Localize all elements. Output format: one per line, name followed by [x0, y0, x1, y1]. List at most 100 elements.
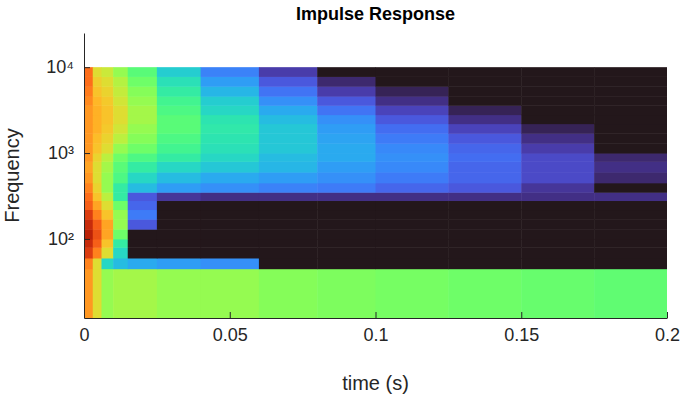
heat-cell: [128, 192, 158, 201]
heat-cell: [594, 76, 667, 86]
x-tick-mark: [521, 312, 522, 318]
heat-cell: [448, 247, 521, 258]
heat-cell: [113, 67, 128, 77]
heat-cell: [93, 258, 102, 269]
heat-cell: [317, 172, 376, 183]
heat-cell: [259, 153, 318, 162]
heat-cell: [84, 219, 93, 230]
heat-cell: [128, 161, 158, 172]
y-axis: 10²10³10⁴: [46, 34, 90, 319]
heat-cell: [113, 161, 128, 172]
heat-cell: [128, 115, 158, 124]
heat-cell: [259, 143, 318, 153]
heat-cell: [113, 239, 128, 248]
heat-cell: [521, 229, 594, 239]
heat-cell: [84, 247, 93, 258]
heat-cell: [201, 76, 260, 86]
heat-cell: [521, 219, 594, 230]
x-tick: 0.1: [363, 312, 388, 345]
heat-cell: [317, 67, 376, 77]
heat-cell: [113, 133, 128, 144]
x-axis: 00.050.10.150.2: [79, 312, 680, 345]
heat-cell: [448, 239, 521, 248]
heat-cell: [448, 172, 521, 183]
heat-cell: [201, 258, 260, 269]
heat-cell: [448, 133, 521, 144]
heat-cell: [157, 124, 201, 134]
heat-cell: [128, 124, 158, 134]
heat-cell: [594, 269, 667, 318]
x-axis-title: time (s): [342, 372, 409, 394]
x-tick-label: 0.05: [213, 325, 248, 345]
heat-cell: [448, 124, 521, 134]
heat-cell: [317, 133, 376, 144]
heat-cell: [448, 115, 521, 124]
heat-cell: [376, 124, 449, 134]
heat-cell: [201, 247, 260, 258]
heat-cell: [84, 76, 93, 86]
heat-cell: [201, 201, 260, 210]
heat-cell: [157, 86, 201, 96]
heat-cell: [259, 105, 318, 115]
heat-cell: [101, 105, 113, 115]
heat-cell: [376, 239, 449, 248]
heat-cell: [317, 258, 376, 269]
heat-cell: [84, 124, 93, 134]
heat-cell: [93, 183, 102, 193]
heat-cell: [84, 153, 93, 162]
heat-cell: [376, 105, 449, 115]
heat-cell: [521, 133, 594, 144]
heat-cell: [594, 247, 667, 258]
heat-cell: [594, 219, 667, 230]
heat-cell: [201, 115, 260, 124]
heat-cell: [376, 133, 449, 144]
heat-cell: [317, 210, 376, 220]
heat-cell: [376, 67, 449, 77]
heat-cell: [128, 247, 158, 258]
heat-cell: [84, 143, 93, 153]
chart: 00.050.10.150.210²10³10⁴Impulse Response…: [0, 0, 684, 399]
heat-cell: [113, 269, 128, 318]
heat-cell: [317, 86, 376, 96]
heat-cell: [594, 201, 667, 210]
heat-cell: [201, 124, 260, 134]
y-tick-mark: [84, 239, 90, 240]
y-tick-mark: [84, 153, 90, 154]
y-tick: 10²: [48, 229, 90, 249]
heat-cell: [84, 67, 93, 77]
heat-cell: [84, 269, 93, 318]
heat-cell: [84, 172, 93, 183]
heat-cell: [93, 269, 102, 318]
heat-cell: [376, 143, 449, 153]
heat-cell: [93, 201, 102, 210]
heat-cell: [157, 115, 201, 124]
y-axis-title: Frequency: [1, 128, 23, 223]
heat-cell: [157, 67, 201, 77]
heat-cell: [448, 105, 521, 115]
heat-cell: [113, 124, 128, 134]
heat-cell: [376, 192, 449, 201]
heat-cell: [84, 201, 93, 210]
heat-cell: [201, 143, 260, 153]
heat-cell: [521, 183, 594, 193]
heat-cell: [101, 247, 113, 258]
heat-cell: [521, 161, 594, 172]
heat-cell: [448, 76, 521, 86]
x-tick-mark: [230, 312, 231, 318]
heat-cell: [101, 153, 113, 162]
heat-cell: [594, 86, 667, 96]
heat-cell: [521, 201, 594, 210]
heat-cell: [84, 183, 93, 193]
heat-cell: [128, 183, 158, 193]
heat-cell: [317, 183, 376, 193]
heat-cell: [521, 115, 594, 124]
heat-cell: [128, 86, 158, 96]
heat-cell: [128, 258, 158, 269]
heat-cell: [376, 86, 449, 96]
heat-cell: [84, 161, 93, 172]
heat-cell: [317, 239, 376, 248]
heat-cell: [157, 161, 201, 172]
heat-cell: [113, 183, 128, 193]
heat-cell: [84, 105, 93, 115]
heat-cell: [376, 115, 449, 124]
